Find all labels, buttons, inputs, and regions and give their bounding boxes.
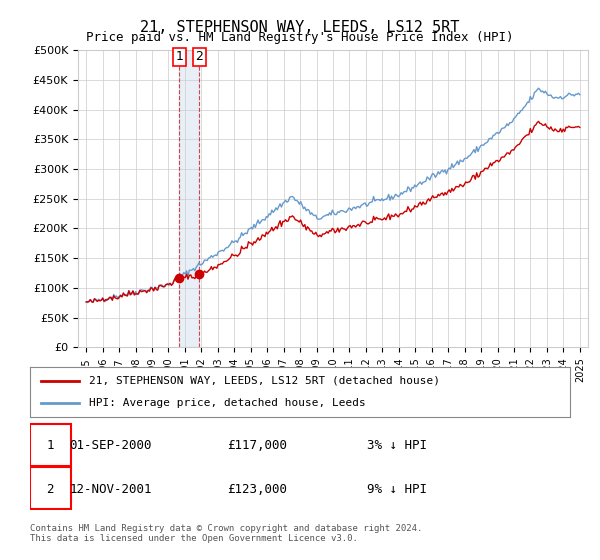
FancyBboxPatch shape — [30, 423, 71, 466]
Text: 2: 2 — [46, 483, 54, 496]
Text: 12-NOV-2001: 12-NOV-2001 — [70, 483, 152, 496]
Text: 21, STEPHENSON WAY, LEEDS, LS12 5RT (detached house): 21, STEPHENSON WAY, LEEDS, LS12 5RT (det… — [89, 376, 440, 386]
Text: 3% ↓ HPI: 3% ↓ HPI — [367, 438, 427, 451]
Text: £123,000: £123,000 — [227, 483, 287, 496]
Text: Contains HM Land Registry data © Crown copyright and database right 2024.
This d: Contains HM Land Registry data © Crown c… — [30, 524, 422, 543]
Text: 21, STEPHENSON WAY, LEEDS, LS12 5RT: 21, STEPHENSON WAY, LEEDS, LS12 5RT — [140, 20, 460, 35]
Text: 1: 1 — [176, 50, 184, 63]
Text: 2: 2 — [196, 50, 203, 63]
Text: 01-SEP-2000: 01-SEP-2000 — [70, 438, 152, 451]
FancyBboxPatch shape — [30, 466, 71, 508]
Bar — [179, 50, 199, 347]
Text: £117,000: £117,000 — [227, 438, 287, 451]
Text: HPI: Average price, detached house, Leeds: HPI: Average price, detached house, Leed… — [89, 398, 366, 408]
Text: 9% ↓ HPI: 9% ↓ HPI — [367, 483, 427, 496]
Text: Price paid vs. HM Land Registry's House Price Index (HPI): Price paid vs. HM Land Registry's House … — [86, 31, 514, 44]
Text: 1: 1 — [46, 438, 54, 451]
